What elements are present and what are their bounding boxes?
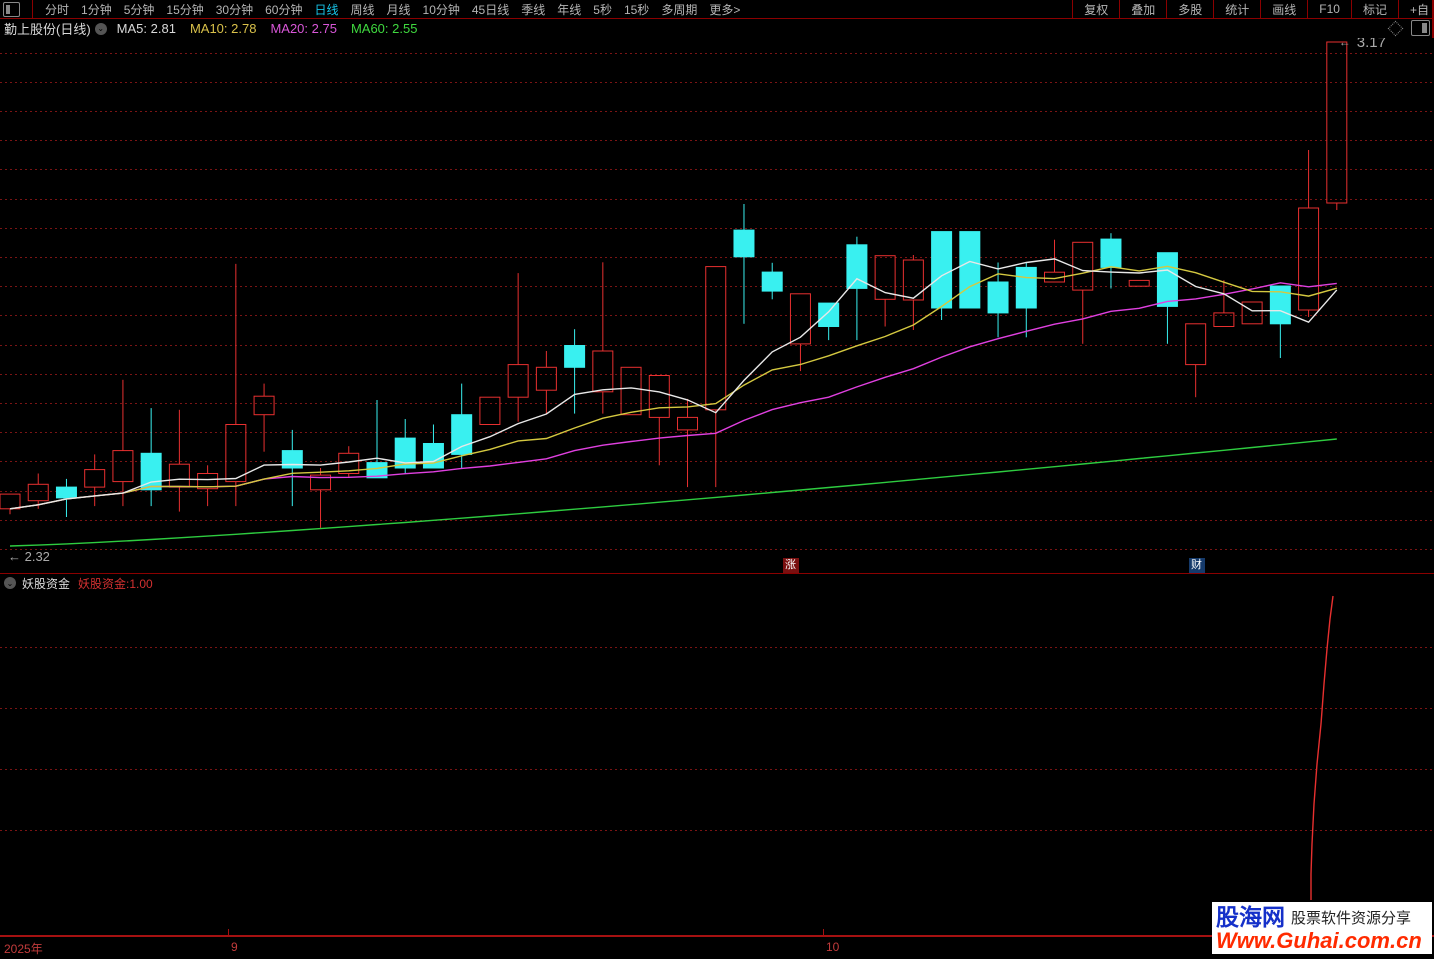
svg-text:股票软件资源分享: 股票软件资源分享 [1291, 910, 1411, 927]
svg-text:股海网: 股海网 [1216, 905, 1285, 930]
svg-text:Www.Guhai.com.cn: Www.Guhai.com.cn [1216, 928, 1422, 953]
